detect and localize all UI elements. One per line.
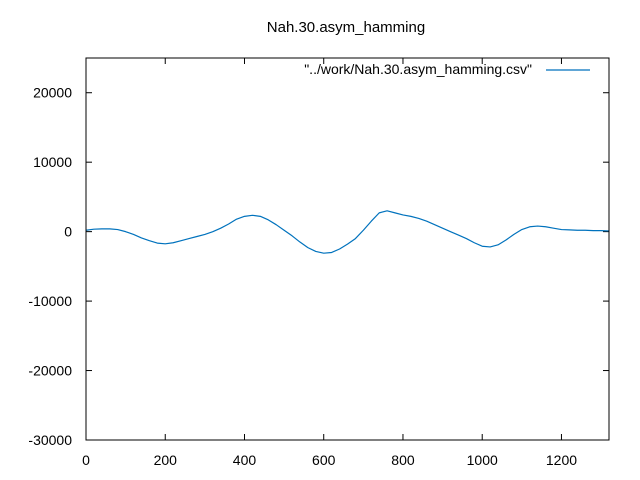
- x-tick-label: 0: [82, 452, 90, 468]
- tick-labels: 0 200 400 600 800 1000 1200 -30000 -20000 -10000 0…: [28, 85, 577, 468]
- y-tick-label: 0: [64, 224, 72, 240]
- x-tick-label: 600: [312, 452, 336, 468]
- legend: "../work/Nah.30.asym_hamming.csv": [304, 61, 590, 77]
- y-tick-label: 20000: [33, 85, 72, 101]
- series-group: [85, 210, 610, 254]
- series-line: [85, 210, 610, 254]
- x-tick-label: 200: [154, 452, 178, 468]
- y-tick-label: 10000: [33, 154, 72, 170]
- y-tick-label: -30000: [28, 432, 72, 448]
- x-tick-label: 800: [391, 452, 415, 468]
- chart-title: Nah.30.asym_hamming: [267, 19, 425, 36]
- legend-label: "../work/Nah.30.asym_hamming.csv": [304, 61, 532, 77]
- x-tick-label: 1000: [467, 452, 498, 468]
- plot-frame: [85, 57, 610, 441]
- y-tick-label: -10000: [28, 293, 72, 309]
- y-tick-label: -20000: [28, 363, 72, 379]
- x-tick-label: 400: [233, 452, 257, 468]
- tick-marks: [85, 58, 609, 441]
- x-tick-label: 1200: [546, 452, 577, 468]
